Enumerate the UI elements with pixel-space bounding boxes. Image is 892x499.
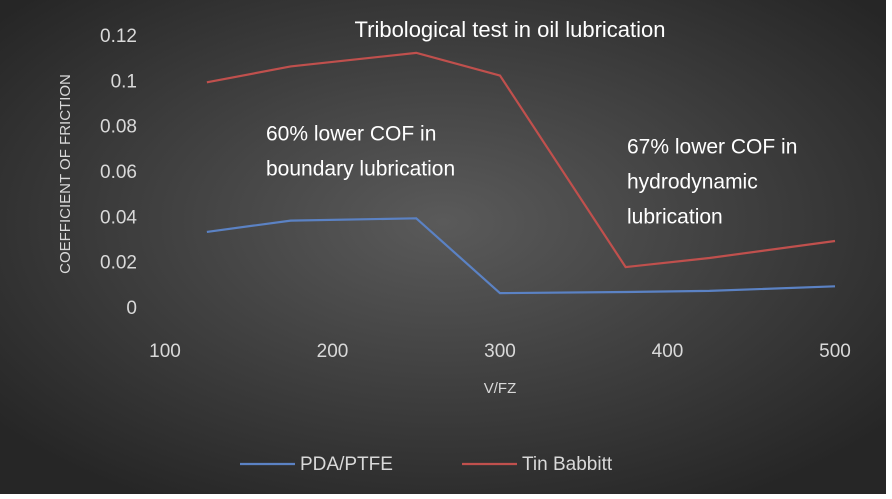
x-tick-label: 500 xyxy=(819,341,851,362)
y-tick-label: 0.02 xyxy=(100,253,137,274)
x-tick-label: 200 xyxy=(317,341,349,362)
y-tick-label: 0.06 xyxy=(100,162,137,183)
y-tick-label: 0.04 xyxy=(100,207,137,228)
y-tick-label: 0 xyxy=(126,298,137,319)
line xyxy=(206,51,836,269)
x-tick-label: 400 xyxy=(652,341,684,362)
x-tick-label: 100 xyxy=(149,341,181,362)
annotation: boundary lubrication xyxy=(266,158,455,181)
annotation: 67% lower COF in xyxy=(627,136,797,159)
y-tick-label: 0.12 xyxy=(100,26,137,47)
y-tick-label: 0.08 xyxy=(100,117,137,138)
legend-label: Tin Babbitt xyxy=(522,454,613,475)
annotation: 60% lower COF in xyxy=(266,123,436,146)
x-tick-label: 300 xyxy=(484,341,516,362)
line xyxy=(206,217,836,295)
x-axis-label: V/FZ xyxy=(484,380,517,397)
annotation: lubrication xyxy=(627,206,723,229)
legend-label: PDA/PTFE xyxy=(300,454,393,475)
y-tick-label: 0.1 xyxy=(111,71,137,92)
annotation: hydrodynamic xyxy=(627,171,758,194)
chart-title: Tribological test in oil lubrication xyxy=(355,17,666,42)
y-axis-label: COEFFICIENT OF FRICTION xyxy=(57,74,74,274)
